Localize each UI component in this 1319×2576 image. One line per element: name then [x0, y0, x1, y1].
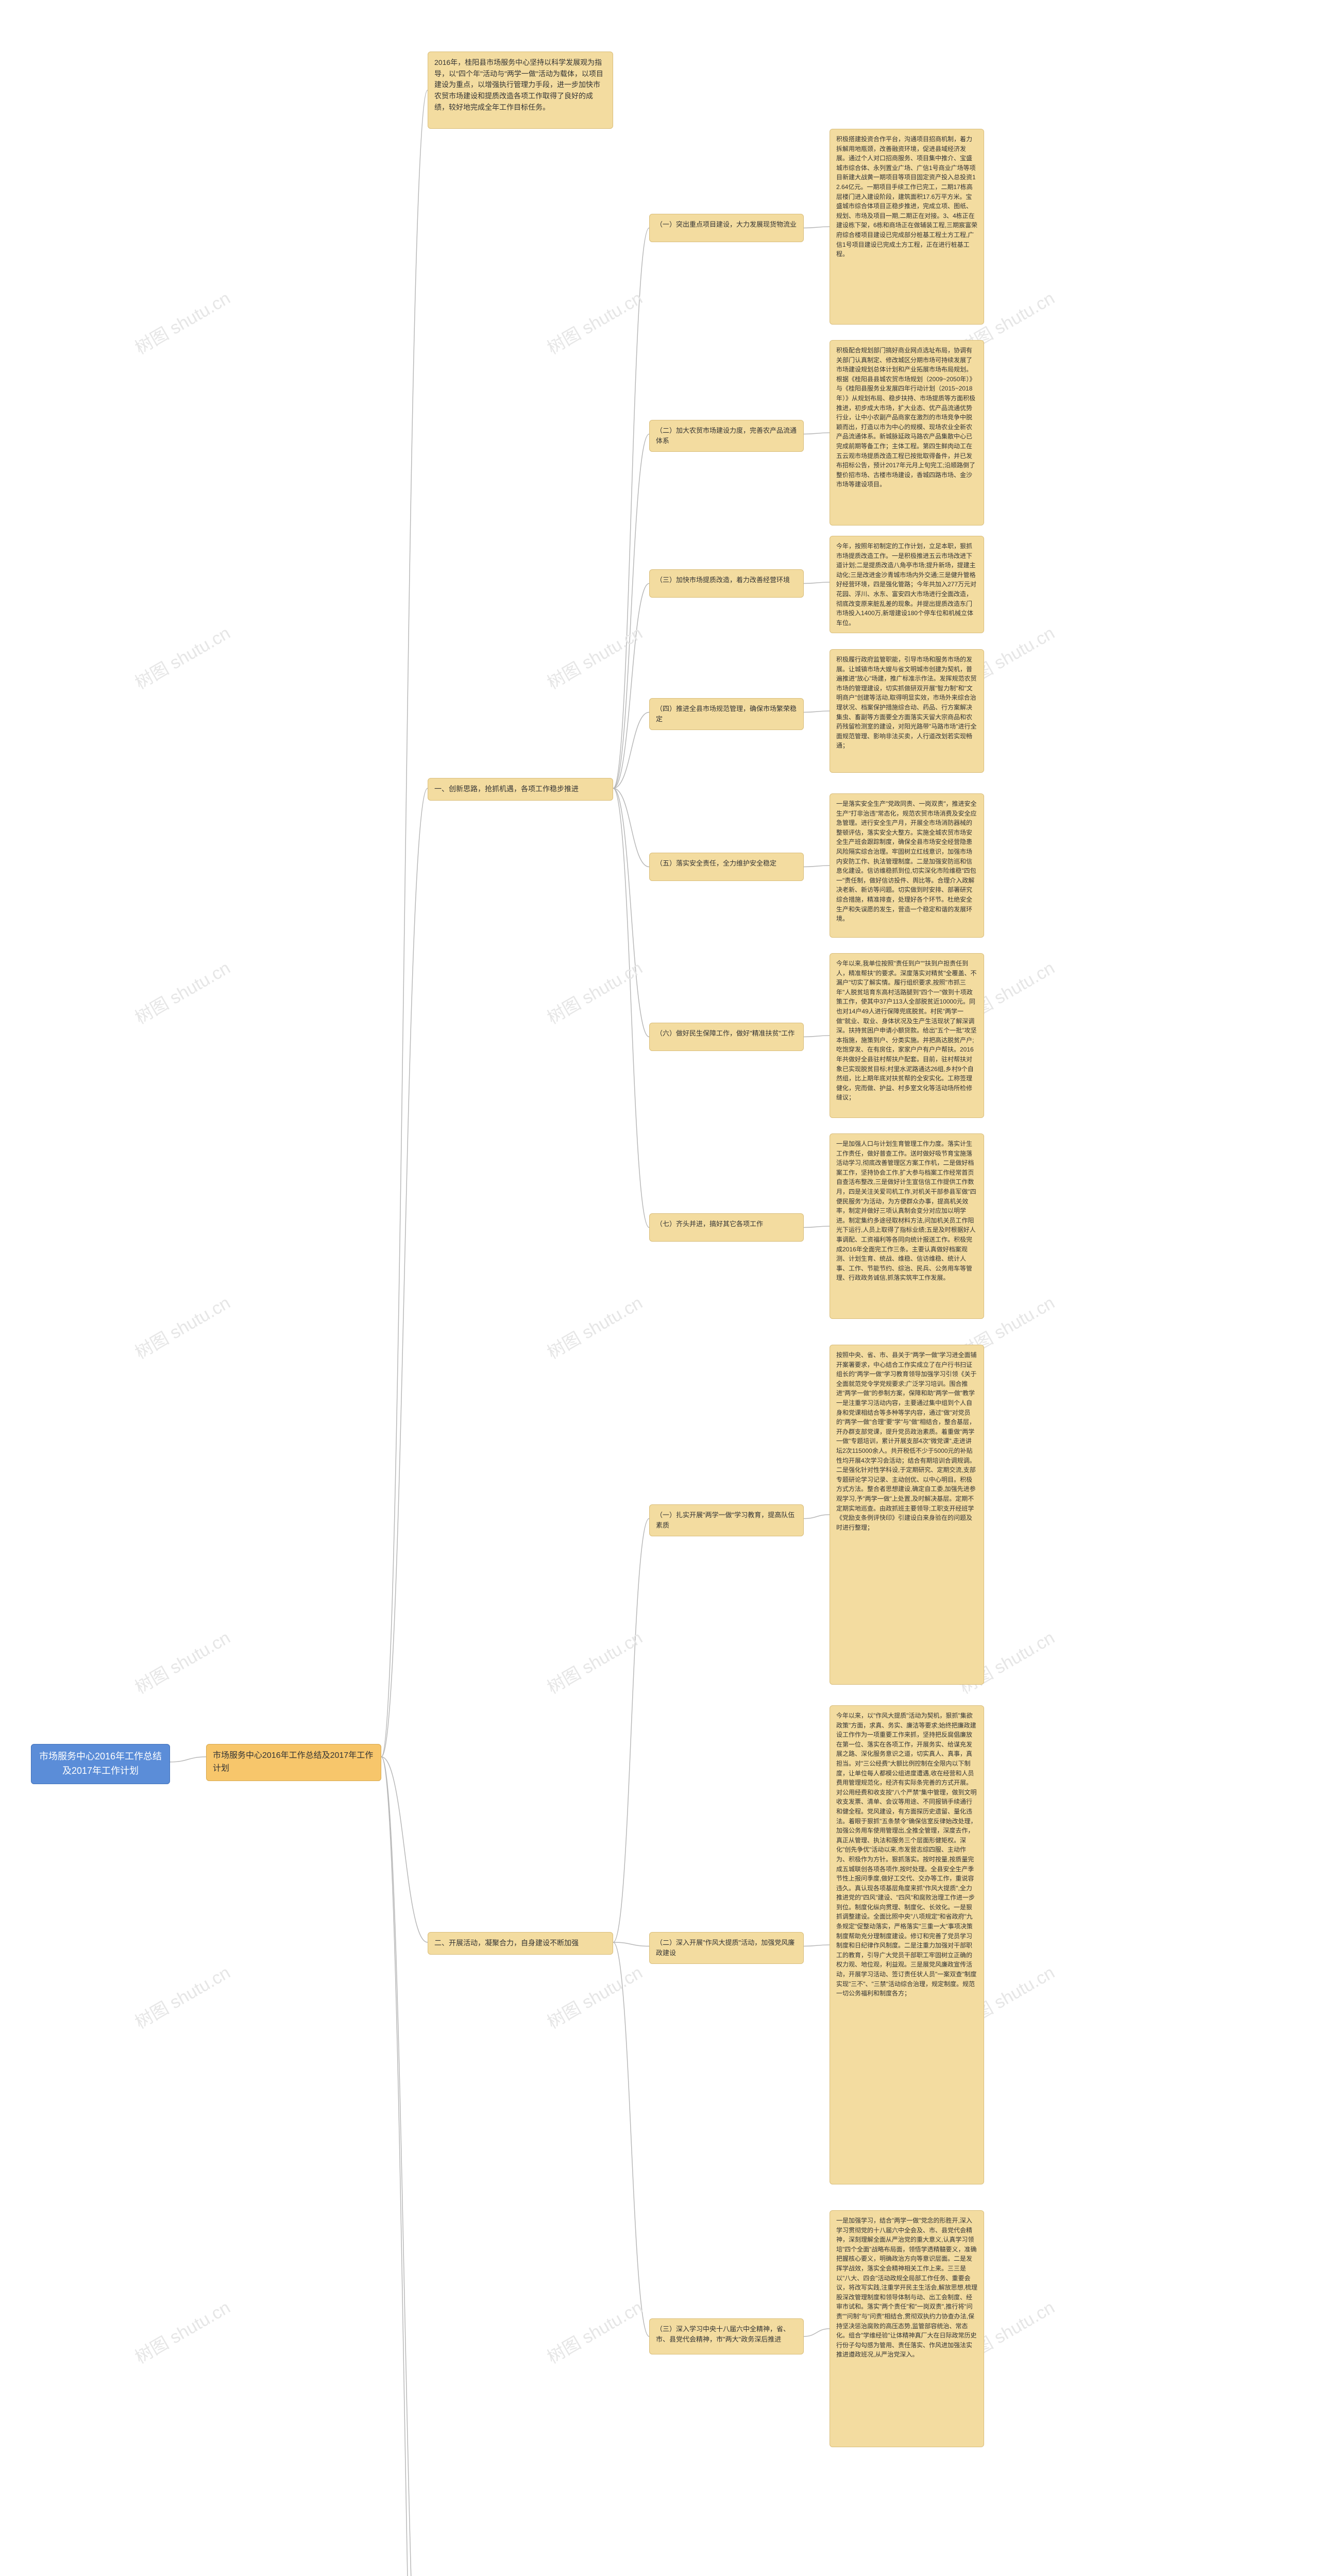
subsection-s1c2[interactable]: （二）加大农贸市场建设力度，完善农产品流通体系	[649, 420, 804, 452]
subsection-s1c4[interactable]: （四）推进全县市场规范管理，确保市场繁荣稳定	[649, 698, 804, 730]
mindmap-canvas: 树图 shutu.cn 树图 shutu.cn 树图 shutu.cn 树图 shut…	[0, 0, 1319, 2576]
lvl1-node[interactable]: 市场服务中心2016年工作总结及2017年工作计划	[206, 1744, 381, 1781]
section-s1[interactable]: 一、创新思路，抢抓机遇，各项工作稳步推进	[428, 778, 613, 801]
watermark: 树图 shutu.cn	[130, 2294, 234, 2368]
subsection-s2c1[interactable]: （一）扎实开展"两学一做"学习教育，提高队伍素质	[649, 1504, 804, 1536]
watermark: 树图 shutu.cn	[542, 619, 647, 694]
section-intro[interactable]: 2016年，桂阳县市场服务中心坚持以科学发展观为指导，以"四个年"活动与"两学一…	[428, 52, 613, 129]
watermark: 树图 shutu.cn	[130, 954, 234, 1029]
root-node[interactable]: 市场服务中心2016年工作总结及2017年工作计划	[31, 1744, 170, 1784]
edge-layer	[0, 0, 1319, 2576]
leaf-s1c4L[interactable]: 积极履行政府监管职能，引导市场和服务市场的发展。让城镇市场大嫂与省文明城市创建为…	[830, 649, 984, 773]
leaf-s2c1L[interactable]: 按照中央、省、市、县关于"两学一做"学习进全面铺开案署要求，中心结合工作实成立了…	[830, 1345, 984, 1685]
section-s2[interactable]: 二、开展活动，凝聚合力，自身建设不断加强	[428, 1932, 613, 1955]
subsection-s2c2[interactable]: （二）深入开展"作风大提质"活动，加强党风廉政建设	[649, 1932, 804, 1964]
watermark: 树图 shutu.cn	[130, 619, 234, 694]
leaf-s1c6L[interactable]: 今年以来,我单位按照"责任到户""扶到户担责任到人，精准帮扶"的要求。深度落实对…	[830, 953, 984, 1118]
subsection-s1c3[interactable]: （三）加快市场提质改造，着力改善经营环境	[649, 569, 804, 598]
watermark: 树图 shutu.cn	[130, 284, 234, 359]
watermark: 树图 shutu.cn	[542, 954, 647, 1029]
watermark: 树图 shutu.cn	[542, 1959, 647, 2033]
watermark: 树图 shutu.cn	[130, 1289, 234, 1364]
subsection-s1c7[interactable]: （七）齐头并进，搞好其它各项工作	[649, 1213, 804, 1242]
watermark: 树图 shutu.cn	[542, 1624, 647, 1699]
watermark: 树图 shutu.cn	[130, 1959, 234, 2033]
watermark: 树图 shutu.cn	[542, 1289, 647, 1364]
leaf-s1c2L[interactable]: 积极配合规划部门搞好商业网点选址布局，协调有关部门认真制定、修改城区分期市场可持…	[830, 340, 984, 526]
leaf-s1c5L[interactable]: 一是落实安全生产"党政同责、一岗双责"，推进安全生产"打非治违"常态化，规范农贸…	[830, 793, 984, 938]
leaf-s1c3L[interactable]: 今年，按照年初制定的工作计划，立足本职，狠抓市场提质改造工作。一是积极推进五云市…	[830, 536, 984, 633]
watermark: 树图 shutu.cn	[130, 1624, 234, 1699]
leaf-s2c3L[interactable]: 一是加强学习，结合"两学一做"党念的形胜开,深入学习贯彻党的十八届六中全会及、市…	[830, 2210, 984, 2447]
subsection-s2c3[interactable]: （三）深入学习中央十八届六中全精神，省、市、县党代会精神，市"两大"政务深后推进	[649, 2318, 804, 2354]
leaf-s2c2L[interactable]: 今年以来，以"作风大提质"活动为契机，狠抓"集欲政策"方面，求真、务实、廉洁等要…	[830, 1705, 984, 2184]
watermark: 树图 shutu.cn	[542, 284, 647, 359]
subsection-s1c1[interactable]: （一）突出重点项目建设，大力发展现货物流业	[649, 214, 804, 242]
watermark: 树图 shutu.cn	[542, 2294, 647, 2368]
subsection-s1c6[interactable]: （六）做好民生保障工作，做好"精准扶贫"工作	[649, 1023, 804, 1051]
subsection-s1c5[interactable]: （五）落实安全责任，全力维护安全稳定	[649, 853, 804, 881]
leaf-s1c7L[interactable]: 一是加强人口与计划生育管理工作力度。落实计生工作责任，做好普查工作。送时做好吸节…	[830, 1133, 984, 1319]
leaf-s1c1L[interactable]: 积极搭建投资合作平台，沟通项目招商机制，着力拆解用地瓶颈，改善融资环境，促进县域…	[830, 129, 984, 325]
